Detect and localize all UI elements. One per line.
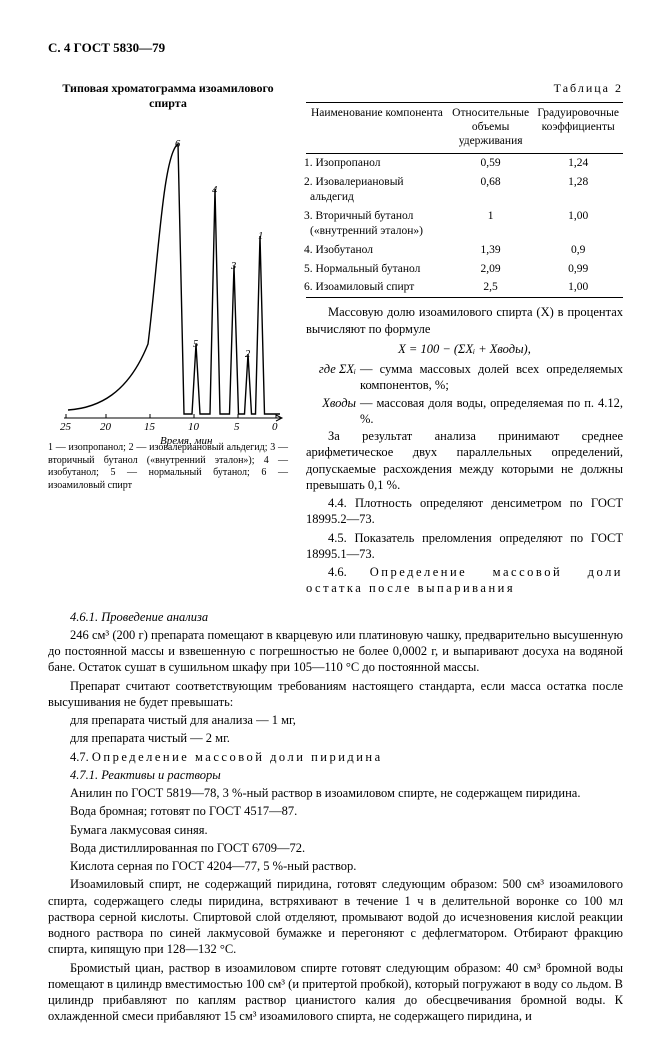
peak-label: 5 (193, 338, 198, 352)
paragraph: Вода дистиллированная по ГОСТ 6709—72. (48, 840, 623, 856)
chromatogram-legend: 1 — изопропанол; 2 — изовалериановый аль… (48, 442, 288, 492)
section-heading: 4.7.1. Реактивы и растворы (48, 767, 623, 783)
chromatogram-title: Типовая хроматограмма изоамилового спирт… (48, 81, 288, 112)
table-row: 2. Изовалериановый альдегид0,681,28 (306, 173, 623, 207)
chromatogram-chart: 25 20 15 10 5 0 Время, мин 1 2 3 4 5 6 (48, 118, 288, 438)
paragraph: Анилин по ГОСТ 5819—78, 3 %-ный раствор … (48, 785, 623, 801)
xtick: 0 (272, 420, 278, 434)
where-desc: — массовая доля воды, определяемая по п.… (360, 395, 623, 428)
where-sym: Xводы (310, 395, 360, 428)
chromatogram-panel: Типовая хроматограмма изоамилового спирт… (48, 81, 288, 599)
xtick: 15 (144, 420, 155, 434)
table-row: 4. Изобутанол1,390,9 (306, 241, 623, 260)
xtick: 5 (234, 420, 240, 434)
text: За результат анализа принимают среднее а… (306, 428, 623, 493)
paragraph: для препарата чистый — 2 мг. (48, 730, 623, 746)
col-header: Наименование компонента (306, 103, 448, 153)
body-text: 4.6.1. Проведение анализа 246 см³ (200 г… (48, 609, 623, 1025)
text: 4.5. Показатель преломления определяют п… (306, 530, 623, 563)
section-heading: 4.6.1. Проведение анализа (48, 609, 623, 625)
paragraph: Бромистый циан, раствор в изоамиловом сп… (48, 960, 623, 1025)
text: Массовую долю изоамилового спирта (X) в … (306, 304, 623, 337)
col-header: Относительные объемы удерживания (448, 103, 534, 153)
paragraph: для препарата чистый для анализа — 1 мг, (48, 712, 623, 728)
where-sym: где ΣXᵢ (310, 361, 360, 394)
paragraph: Вода бромная; готовят по ГОСТ 4517—87. (48, 803, 623, 819)
paragraph: Изоамиловый спирт, не содержащий пиридин… (48, 876, 623, 957)
col-header: Градуировочные коэффициенты (533, 103, 623, 153)
where-desc: — сумма массовых долей всех определяемых… (360, 361, 623, 394)
peak-label: 1 (258, 230, 263, 244)
paragraph: Бумага лакмусовая синяя. (48, 822, 623, 838)
data-table: Наименование компонента Относительные об… (306, 102, 623, 298)
paragraph: 246 см³ (200 г) препарата помещают в ква… (48, 627, 623, 676)
peak-label: 2 (245, 348, 250, 362)
table-row: 5. Нормальный бутанол2,090,99 (306, 260, 623, 279)
text: 4.6. Определение массовой доли остатка п… (306, 564, 623, 597)
table-row: 6. Изоамиловый спирт2,51,00 (306, 278, 623, 297)
xtick: 10 (188, 420, 199, 434)
xtick: 20 (100, 420, 111, 434)
text: 4.4. Плотность определяют денсиметром по… (306, 495, 623, 528)
table-row: 3. Вторичный бутанол («внутренний эталон… (306, 207, 623, 241)
table-caption: Таблица 2 (306, 81, 623, 97)
peak-label: 3 (231, 260, 236, 274)
xtick: 25 (60, 420, 71, 434)
section-heading: 4.7. Определение массовой доли пиридина (48, 749, 623, 765)
formula: X = 100 − (ΣXᵢ + Xводы), (306, 341, 623, 357)
peak-label: 4 (212, 184, 217, 198)
page-header: С. 4 ГОСТ 5830—79 (48, 40, 623, 57)
x-axis-label: Время, мин (160, 434, 212, 448)
table-row: 1. Изопропанол0,591,24 (306, 153, 623, 172)
paragraph: Препарат считают соответствующим требова… (48, 678, 623, 711)
paragraph: Кислота серная по ГОСТ 4204—77, 5 %-ный … (48, 858, 623, 874)
peak-label: 6 (175, 138, 180, 152)
